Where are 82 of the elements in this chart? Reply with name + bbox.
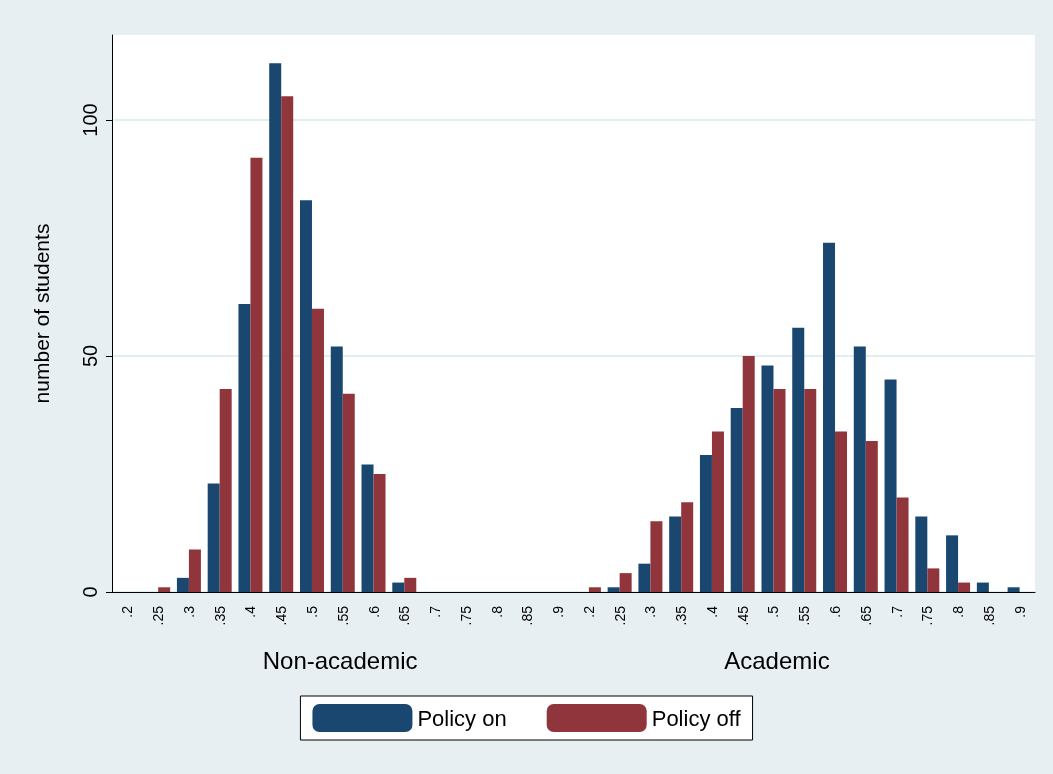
bar bbox=[792, 327, 805, 592]
bar bbox=[238, 304, 251, 592]
x-tick-label: .3 bbox=[180, 605, 197, 618]
x-tick-label: .2 bbox=[580, 605, 597, 618]
bar bbox=[927, 568, 940, 592]
x-tick-label: .6 bbox=[827, 605, 844, 618]
x-tick-label: .8 bbox=[488, 605, 505, 618]
bar bbox=[311, 308, 324, 592]
x-tick-label: .45 bbox=[734, 605, 751, 626]
bar bbox=[773, 389, 786, 592]
bar bbox=[804, 389, 817, 592]
bar bbox=[392, 582, 405, 592]
bar bbox=[219, 389, 232, 592]
y-tick-label: 50 bbox=[79, 344, 101, 368]
bar bbox=[976, 582, 989, 592]
bar bbox=[884, 379, 897, 592]
x-tick-label: .35 bbox=[673, 605, 690, 626]
bar bbox=[607, 587, 620, 592]
bar bbox=[281, 96, 294, 592]
x-tick-label: .55 bbox=[796, 605, 813, 626]
x-tick-label: .7 bbox=[888, 605, 905, 618]
text: Non-academic bbox=[262, 646, 418, 674]
x-tick-label: .65 bbox=[396, 605, 413, 626]
bar bbox=[638, 563, 651, 592]
legend-label: Policy off bbox=[651, 705, 742, 731]
bar bbox=[158, 587, 171, 592]
bar bbox=[742, 355, 755, 592]
x-tick-label: .9 bbox=[550, 605, 567, 618]
x-tick-label: .6 bbox=[365, 605, 382, 618]
x-tick-label: .3 bbox=[642, 605, 659, 618]
x-tick-label: .25 bbox=[611, 605, 628, 626]
bar bbox=[342, 393, 355, 592]
x-tick-label: .65 bbox=[857, 605, 874, 626]
bar bbox=[896, 497, 909, 592]
bar bbox=[299, 200, 312, 592]
bar bbox=[958, 582, 971, 592]
bar bbox=[404, 577, 417, 592]
text: Academic bbox=[724, 646, 830, 674]
bar bbox=[669, 516, 682, 592]
bar bbox=[865, 440, 878, 592]
legend-label: Policy on bbox=[417, 705, 507, 731]
bar bbox=[207, 483, 220, 592]
bar bbox=[650, 521, 663, 592]
bar bbox=[730, 407, 743, 592]
y-tick-label: 100 bbox=[79, 103, 101, 137]
y-axis-title: number of students bbox=[30, 223, 53, 404]
bar bbox=[330, 346, 343, 592]
x-tick-label: .4 bbox=[703, 605, 720, 618]
bar bbox=[699, 455, 712, 592]
x-tick-label: .85 bbox=[519, 605, 536, 626]
x-tick-label: .5 bbox=[303, 605, 320, 618]
bar bbox=[176, 577, 189, 592]
bar bbox=[915, 516, 928, 592]
x-tick-label: .45 bbox=[273, 605, 290, 626]
x-tick-label: .75 bbox=[457, 605, 474, 626]
bar bbox=[188, 549, 201, 592]
bar bbox=[361, 464, 374, 592]
x-tick-label: .9 bbox=[1011, 605, 1028, 618]
bar bbox=[761, 365, 774, 592]
bar bbox=[269, 63, 282, 592]
x-tick-label: .5 bbox=[765, 605, 782, 618]
bar bbox=[853, 346, 866, 592]
x-tick-label: .55 bbox=[334, 605, 351, 626]
x-tick-label: .35 bbox=[211, 605, 228, 626]
x-tick-label: .7 bbox=[427, 605, 444, 618]
x-tick-label: .8 bbox=[950, 605, 967, 618]
bar bbox=[711, 431, 724, 592]
bar bbox=[588, 587, 601, 592]
bar bbox=[946, 535, 959, 592]
x-tick-label: .2 bbox=[119, 605, 136, 618]
x-tick-label: .75 bbox=[919, 605, 936, 626]
bar bbox=[619, 573, 632, 592]
bar bbox=[835, 431, 848, 592]
bar bbox=[681, 502, 694, 592]
bar bbox=[1007, 587, 1020, 592]
bar bbox=[373, 473, 386, 592]
x-tick-label: .4 bbox=[242, 605, 259, 618]
x-tick-label: .25 bbox=[150, 605, 167, 626]
x-tick-label: .85 bbox=[980, 605, 997, 626]
y-tick-label: 0 bbox=[79, 586, 101, 598]
bar bbox=[823, 242, 836, 592]
bar bbox=[250, 157, 263, 592]
